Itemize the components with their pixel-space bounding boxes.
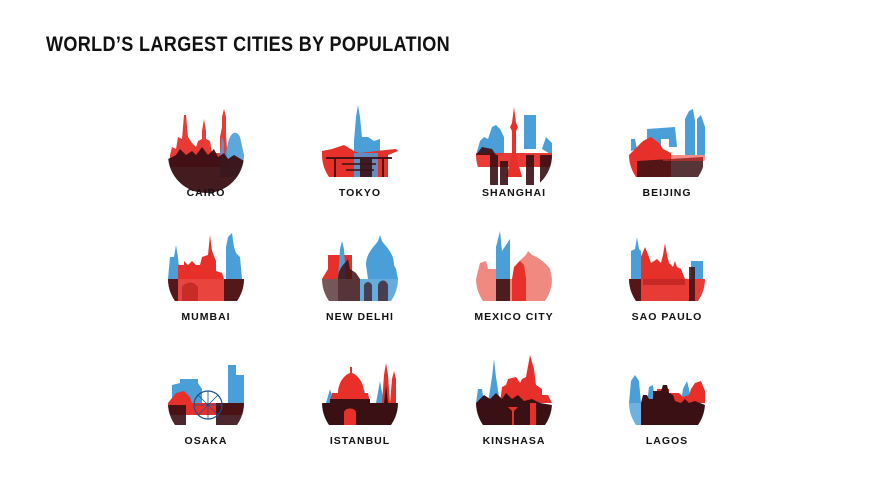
cairo-skyline-icon xyxy=(168,109,244,193)
city-label: MEXICO CITY xyxy=(474,311,554,323)
city-mumbai: MUMBAI xyxy=(146,221,266,361)
mumbai-skyline-icon xyxy=(168,233,244,301)
city-label: OSAKA xyxy=(184,435,228,447)
city-label: TOKYO xyxy=(338,187,382,199)
mexico-city-skyline-icon xyxy=(476,231,552,301)
tokyo-skyline-icon xyxy=(322,105,398,177)
city-beijing: BEIJING xyxy=(607,97,727,237)
page-title: WORLD’S LARGEST CITIES BY POPULATION xyxy=(46,33,451,56)
city-label: SAO PAULO xyxy=(631,311,703,323)
lagos-skyline-icon xyxy=(629,375,705,425)
city-sao-paulo: SAO PAULO xyxy=(607,221,727,361)
city-label: LAGOS xyxy=(645,435,689,447)
city-shanghai: SHANGHAI xyxy=(454,97,574,237)
city-mexico-city: MEXICO CITY xyxy=(454,221,574,361)
city-cairo: CAIRO xyxy=(146,97,266,237)
osaka-skyline-icon xyxy=(168,365,244,425)
city-label: ISTANBUL xyxy=(329,435,391,447)
city-label: NEW DELHI xyxy=(326,311,394,323)
beijing-skyline-icon xyxy=(629,109,705,177)
city-label: KINSHASA xyxy=(482,435,546,447)
city-istanbul: ISTANBUL xyxy=(300,345,420,485)
city-lagos: LAGOS xyxy=(607,345,727,485)
istanbul-skyline-icon xyxy=(322,363,398,425)
city-label: CAIRO xyxy=(186,187,226,199)
city-label: BEIJING xyxy=(642,187,692,199)
sao-paulo-skyline-icon xyxy=(629,237,705,301)
city-kinshasa: KINSHASA xyxy=(454,345,574,485)
shanghai-skyline-icon xyxy=(476,107,552,185)
city-osaka: OSAKA xyxy=(146,345,266,485)
city-tokyo: TOKYO xyxy=(300,97,420,237)
city-new-delhi: NEW DELHI xyxy=(300,221,420,361)
city-label: SHANGHAI xyxy=(481,187,546,199)
city-label: MUMBAI xyxy=(181,311,231,323)
kinshasa-skyline-icon xyxy=(476,355,552,425)
new-delhi-skyline-icon xyxy=(322,235,398,301)
